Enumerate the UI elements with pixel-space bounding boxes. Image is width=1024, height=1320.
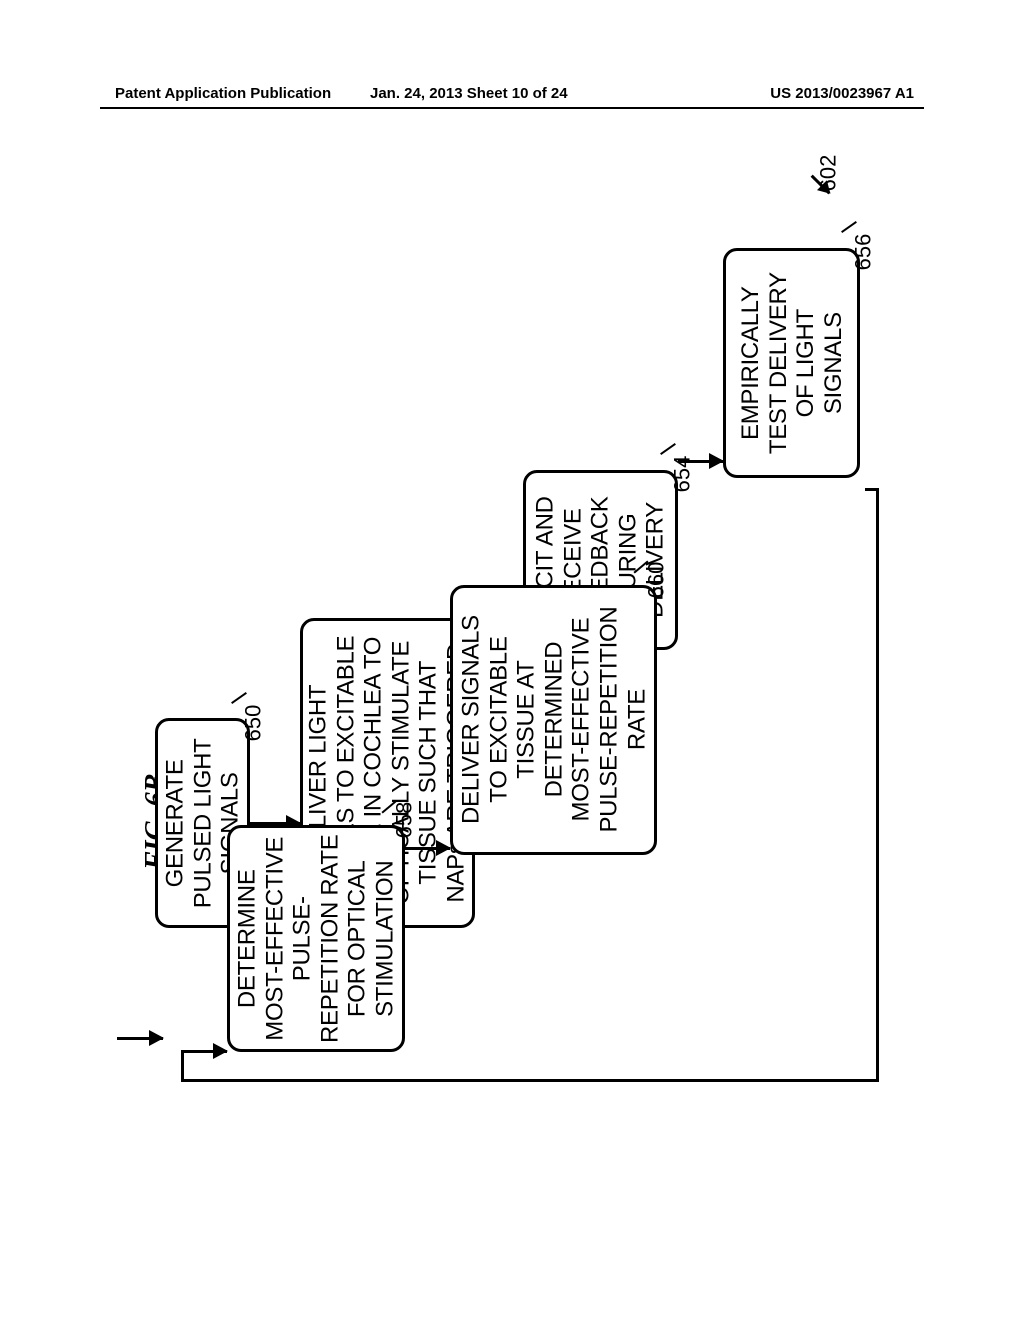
header-mid: Jan. 24, 2013 Sheet 10 of 24 <box>370 85 568 102</box>
box-656-text: EMPIRICALLY TEST DELIVERY OF LIGHT SIGNA… <box>736 272 846 454</box>
lead-654 <box>660 443 676 455</box>
lead-650 <box>231 692 247 704</box>
ref-label-658-b: 658 <box>391 802 417 839</box>
loop2-d <box>181 1050 184 1082</box>
arrow-658-660-b <box>405 847 450 850</box>
header-left: Patent Application Publication <box>115 85 331 102</box>
lead-656 <box>841 221 857 233</box>
header-right: US 2013/0023967 A1 <box>770 85 914 102</box>
arrow-loop-into-658-b <box>181 1050 227 1053</box>
ref-label-656: 656 <box>850 234 876 271</box>
ref-label-660-b: 660 <box>643 562 669 599</box>
box-658-b: DETERMINE MOST-EFFECTIVE PULSE- REPETITI… <box>227 825 405 1052</box>
page-header: Patent Application Publication Jan. 24, … <box>0 85 1024 115</box>
arrow-into-650-b <box>117 1037 163 1040</box>
arrow-654-656 <box>678 460 723 463</box>
box-660-text-b: DELIVER SIGNALS TO EXCITABLE TISSUE AT D… <box>457 607 650 833</box>
box-656: EMPIRICALLY TEST DELIVERY OF LIGHT SIGNA… <box>723 248 860 478</box>
box-658-text-b: DETERMINE MOST-EFFECTIVE PULSE- REPETITI… <box>233 834 399 1042</box>
loop2-b <box>876 488 879 1082</box>
ref-label-650: 650 <box>240 705 266 742</box>
loop2-c <box>181 1079 879 1082</box>
header-rule <box>100 107 924 109</box>
box-660-b: DELIVER SIGNALS TO EXCITABLE TISSUE AT D… <box>450 585 657 855</box>
